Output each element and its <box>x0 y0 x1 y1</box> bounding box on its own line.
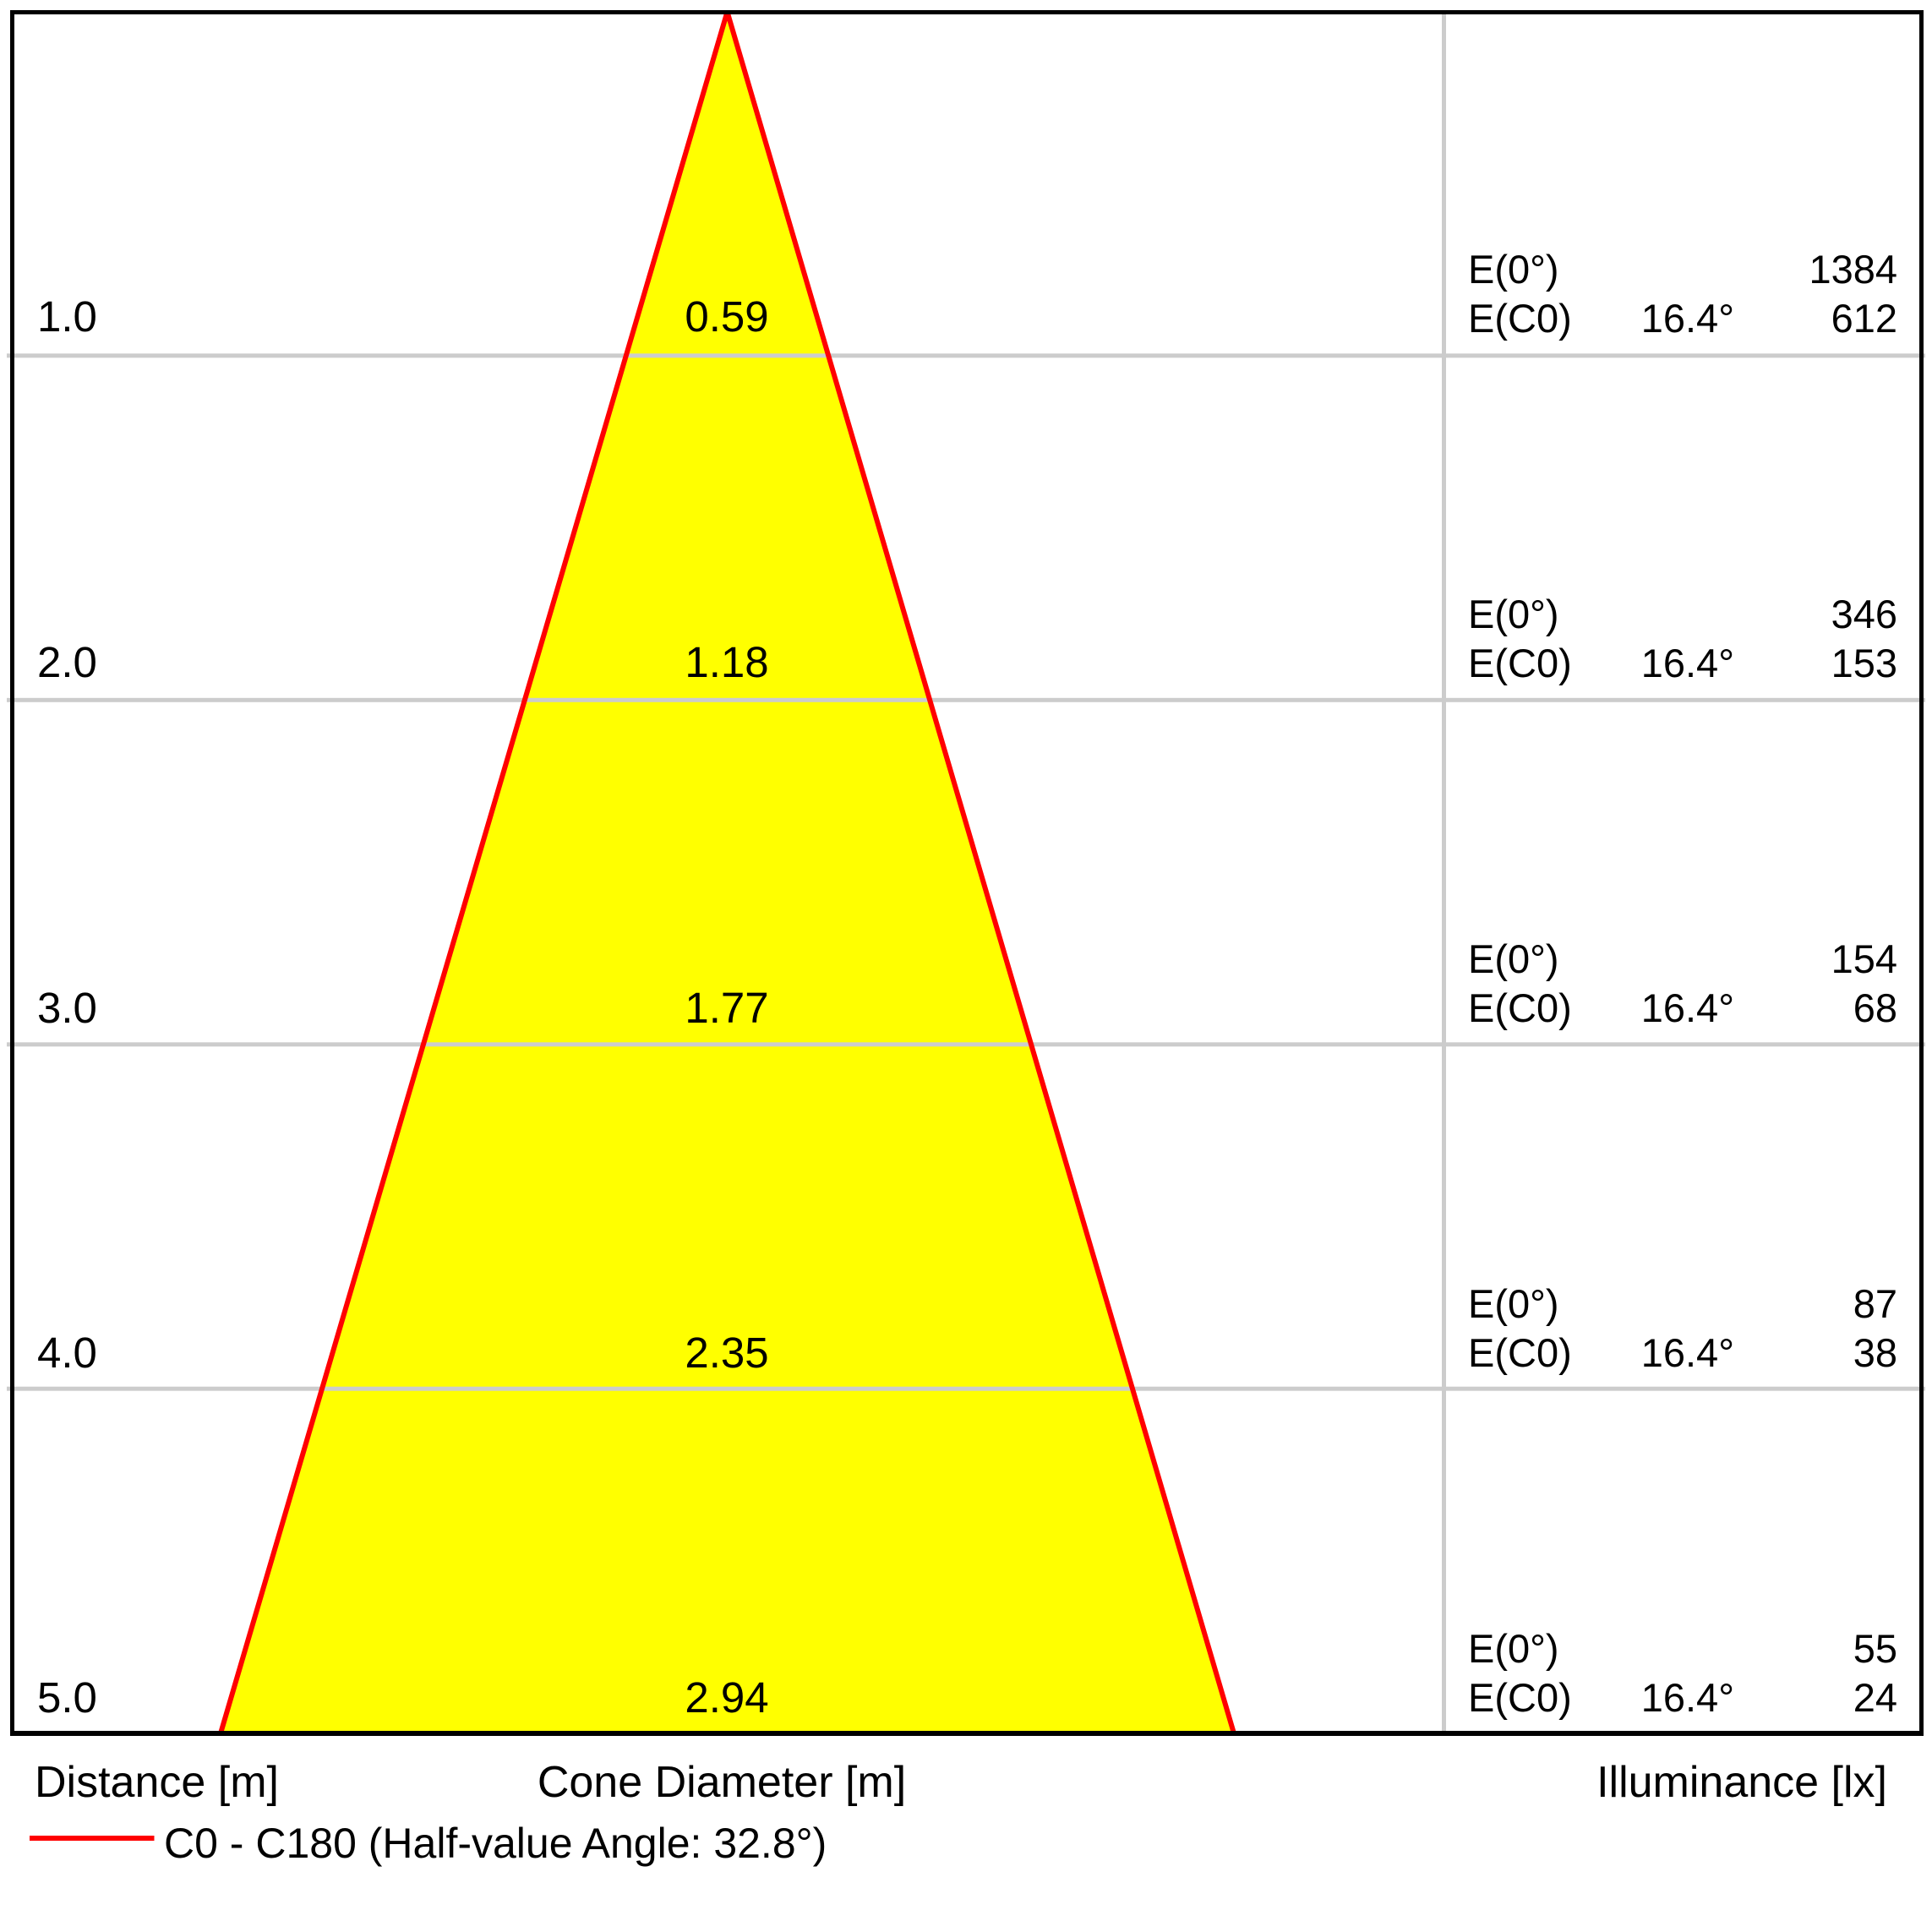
svg-text:87: 87 <box>1853 1281 1897 1326</box>
svg-text:E(C0): E(C0) <box>1468 1675 1572 1720</box>
svg-text:154: 154 <box>1831 936 1897 981</box>
svg-text:E(C0): E(C0) <box>1468 296 1572 341</box>
svg-text:1384: 1384 <box>1809 247 1897 292</box>
svg-text:16.4°: 16.4° <box>1641 296 1734 341</box>
svg-text:2.94: 2.94 <box>685 1673 768 1722</box>
svg-text:153: 153 <box>1831 641 1897 685</box>
svg-text:3.0: 3.0 <box>37 984 97 1032</box>
svg-text:Cone Diameter [m]: Cone Diameter [m] <box>538 1758 906 1807</box>
svg-text:E(C0): E(C0) <box>1468 641 1572 685</box>
svg-text:C0 - C180 (Half-value Angle: 3: C0 - C180 (Half-value Angle: 32.8°) <box>164 1820 827 1867</box>
svg-text:2.35: 2.35 <box>685 1329 768 1377</box>
svg-text:1.77: 1.77 <box>685 984 768 1032</box>
svg-text:346: 346 <box>1831 592 1897 636</box>
svg-text:0.59: 0.59 <box>685 292 768 341</box>
svg-text:1.18: 1.18 <box>685 638 768 686</box>
svg-text:612: 612 <box>1831 296 1897 341</box>
svg-text:16.4°: 16.4° <box>1641 1330 1734 1375</box>
svg-text:4.0: 4.0 <box>37 1329 97 1377</box>
svg-text:E(0°): E(0°) <box>1468 247 1559 292</box>
svg-text:1.0: 1.0 <box>37 292 97 341</box>
svg-text:68: 68 <box>1853 985 1897 1030</box>
svg-text:E(0°): E(0°) <box>1468 592 1559 636</box>
svg-text:Illuminance [lx]: Illuminance [lx] <box>1596 1758 1887 1807</box>
svg-text:16.4°: 16.4° <box>1641 985 1734 1030</box>
svg-text:16.4°: 16.4° <box>1641 641 1734 685</box>
svg-text:38: 38 <box>1853 1330 1897 1375</box>
svg-text:E(0°): E(0°) <box>1468 936 1559 981</box>
svg-text:E(0°): E(0°) <box>1468 1281 1559 1326</box>
svg-text:2.0: 2.0 <box>37 638 97 686</box>
svg-text:E(C0): E(C0) <box>1468 1330 1572 1375</box>
svg-text:16.4°: 16.4° <box>1641 1675 1734 1720</box>
svg-text:Distance [m]: Distance [m] <box>35 1758 279 1807</box>
svg-text:E(C0): E(C0) <box>1468 985 1572 1030</box>
svg-text:E(0°): E(0°) <box>1468 1626 1559 1671</box>
svg-text:5.0: 5.0 <box>37 1673 97 1722</box>
svg-text:55: 55 <box>1853 1626 1897 1671</box>
svg-text:24: 24 <box>1853 1675 1897 1720</box>
